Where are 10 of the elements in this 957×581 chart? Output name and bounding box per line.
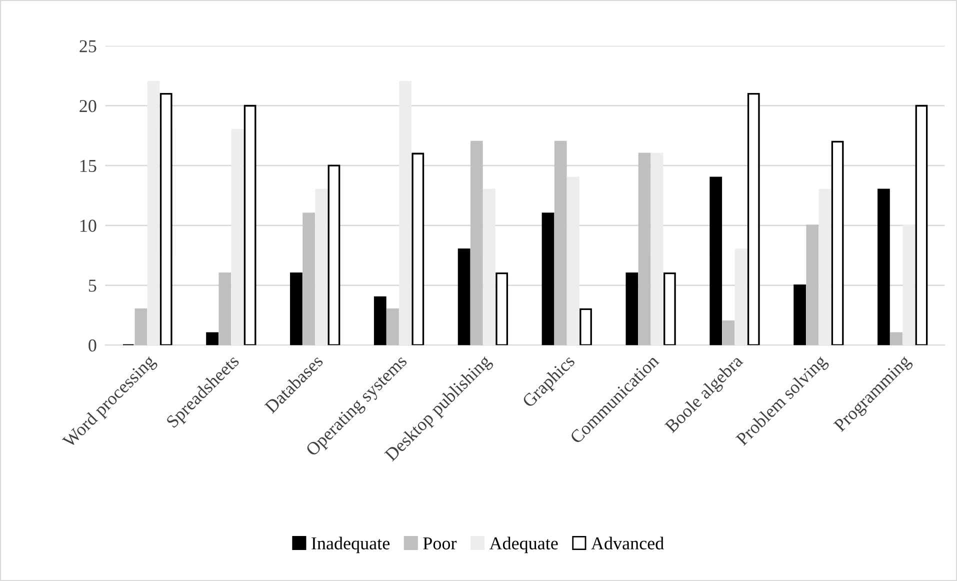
legend-label: Adequate — [489, 536, 558, 554]
y-tick-label: 5 — [88, 280, 96, 292]
y-tick-label: 20 — [80, 100, 96, 112]
legend-label: Poor — [423, 537, 457, 550]
y-tick-label: 0 — [88, 339, 96, 352]
legend-label: Advanced — [591, 536, 664, 550]
y-tick-label: 10 — [80, 220, 96, 232]
legend-label: Inadequate — [312, 536, 390, 554]
y-tick-label: 15 — [80, 160, 96, 172]
y-tick-label: 25 — [80, 40, 96, 52]
